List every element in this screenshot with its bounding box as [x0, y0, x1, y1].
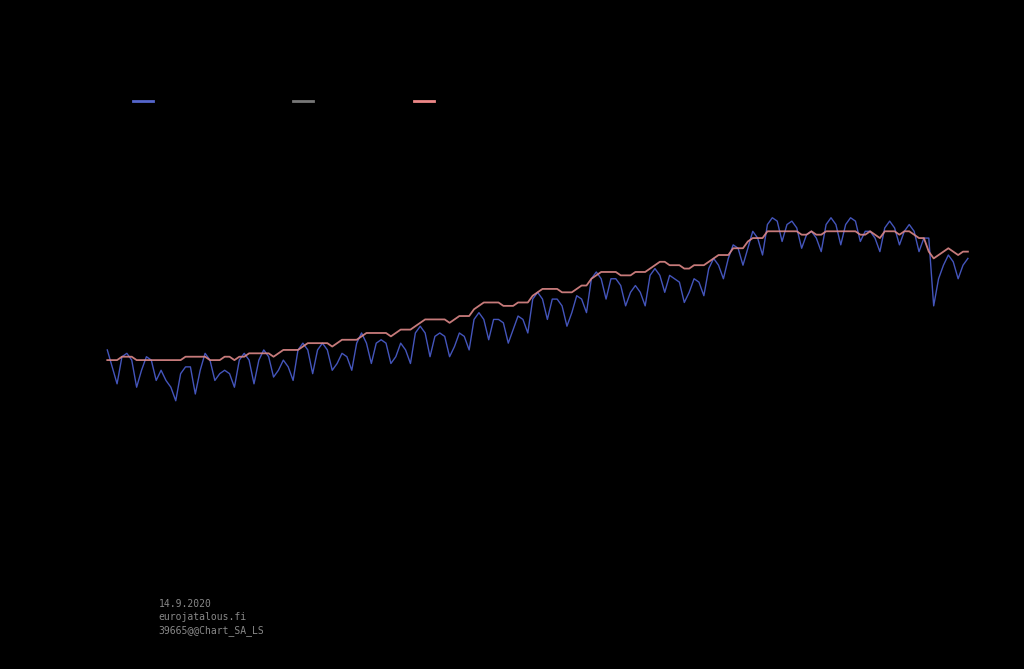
- Text: 14.9.2020
eurojatalous.fi
39665@@Chart_SA_LS: 14.9.2020 eurojatalous.fi 39665@@Chart_S…: [159, 599, 264, 636]
- Legend: Alkuperäinen, Trendi, Mallinnettu: Alkuperäinen, Trendi, Mallinnettu: [128, 92, 507, 112]
